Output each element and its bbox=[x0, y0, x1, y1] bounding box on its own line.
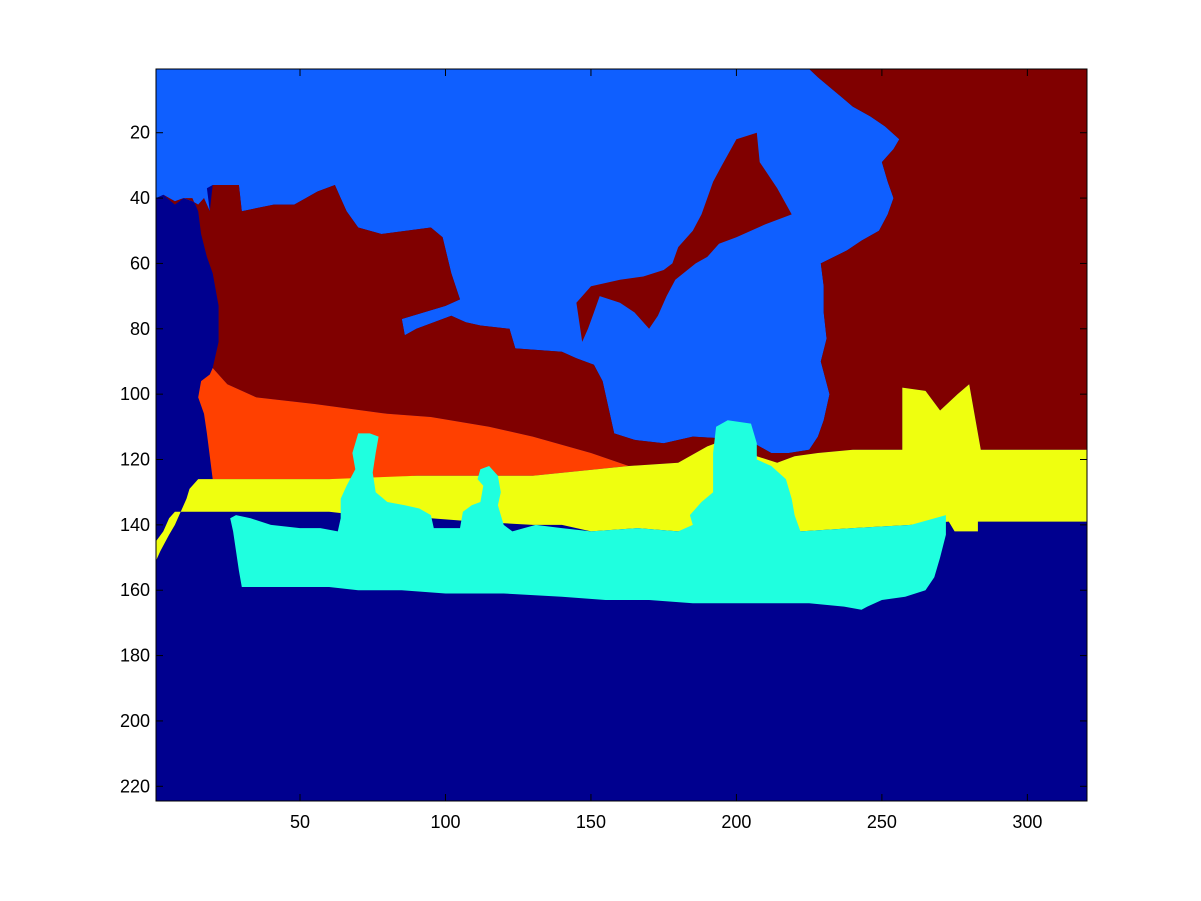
y-tick-label-100: 100 bbox=[120, 384, 150, 404]
region-class-2-5 bbox=[230, 420, 946, 610]
y-tick-label-40: 40 bbox=[130, 188, 150, 208]
x-axis-ticks: 50 100 150 200 250 300 bbox=[290, 69, 1042, 832]
region-class-1-0 bbox=[156, 69, 900, 453]
region-class-5-2 bbox=[576, 132, 792, 342]
y-tick-label-20: 20 bbox=[130, 123, 150, 143]
x-tick-label-50: 50 bbox=[290, 812, 310, 832]
plot-area bbox=[156, 69, 1087, 801]
y-axis-ticks: 20 40 60 80 100 120 140 160 180 200 220 bbox=[120, 123, 1087, 796]
region-class-4-3 bbox=[198, 368, 629, 480]
y-tick-label-80: 80 bbox=[130, 319, 150, 339]
x-tick-label-200: 200 bbox=[721, 812, 751, 832]
x-tick-label-150: 150 bbox=[576, 812, 606, 832]
region-class-5-1 bbox=[156, 69, 1087, 466]
label-regions bbox=[156, 69, 1087, 610]
x-tick-label-300: 300 bbox=[1012, 812, 1042, 832]
y-tick-label-200: 200 bbox=[120, 711, 150, 731]
y-tick-label-120: 120 bbox=[120, 450, 150, 470]
y-tick-label-160: 160 bbox=[120, 580, 150, 600]
x-tick-label-250: 250 bbox=[867, 812, 897, 832]
y-tick-label-60: 60 bbox=[130, 253, 150, 273]
x-tick-label-100: 100 bbox=[430, 812, 460, 832]
y-tick-label-140: 140 bbox=[120, 515, 150, 535]
axes-box bbox=[155, 68, 1088, 802]
y-tick-label-180: 180 bbox=[120, 646, 150, 666]
y-tick-label-220: 220 bbox=[120, 776, 150, 796]
